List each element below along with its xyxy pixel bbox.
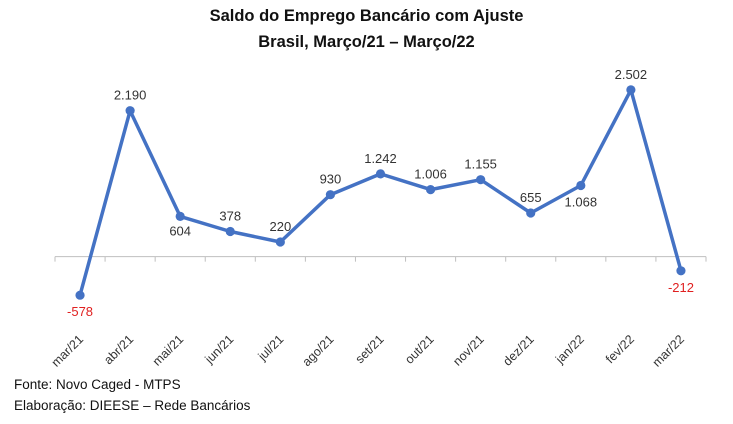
source-note: Fonte: Novo Caged - MTPS [14,377,181,392]
x-tick-label: dez/21 [500,332,536,368]
data-point [175,211,185,221]
data-point [676,266,686,276]
data-point [125,106,135,116]
series-line [78,88,683,297]
data-label: 1.006 [414,167,447,182]
chart-title: Saldo do Emprego Bancário com Ajuste [209,7,524,25]
x-tick-label: mar/22 [650,332,687,369]
data-label: 930 [320,172,342,187]
x-tick-label: nov/21 [450,332,486,368]
data-point [576,180,586,191]
data-label: 604 [169,223,191,238]
data-point [476,175,486,185]
chart-subtitle: Brasil, Março/21 – Março/22 [258,33,475,51]
x-tick-label: mai/21 [150,332,186,368]
x-tick-label: mar/21 [49,332,86,369]
data-label: 378 [219,208,241,223]
data-label: -212 [668,280,694,295]
data-label: 2.502 [615,67,648,82]
x-tick-label: jan/22 [552,332,587,367]
data-point [425,185,436,195]
x-tick-label: fev/22 [603,332,637,366]
data-label: 2.190 [114,88,147,103]
credit-note: Elaboração: DIEESE – Rede Bancários [14,398,251,413]
data-label: 655 [520,190,542,205]
x-tick-label: ago/21 [300,332,337,369]
data-label: -578 [67,304,93,319]
data-point [626,85,636,95]
data-point [225,226,235,237]
x-tick-label: out/21 [402,332,437,367]
data-point [526,208,536,218]
data-label: 220 [269,219,291,234]
data-label: 1.068 [565,194,598,209]
data-point [75,290,85,300]
data-label: 1.155 [464,157,497,172]
data-point [375,169,386,179]
x-tick-label: jun/21 [202,332,237,367]
data-label: 1.242 [364,151,397,166]
data-point [325,190,336,200]
x-tick-label: jul/21 [255,332,287,364]
data-point [275,237,285,247]
x-tick-label: set/21 [353,332,387,366]
x-tick-label: abr/21 [101,332,136,367]
